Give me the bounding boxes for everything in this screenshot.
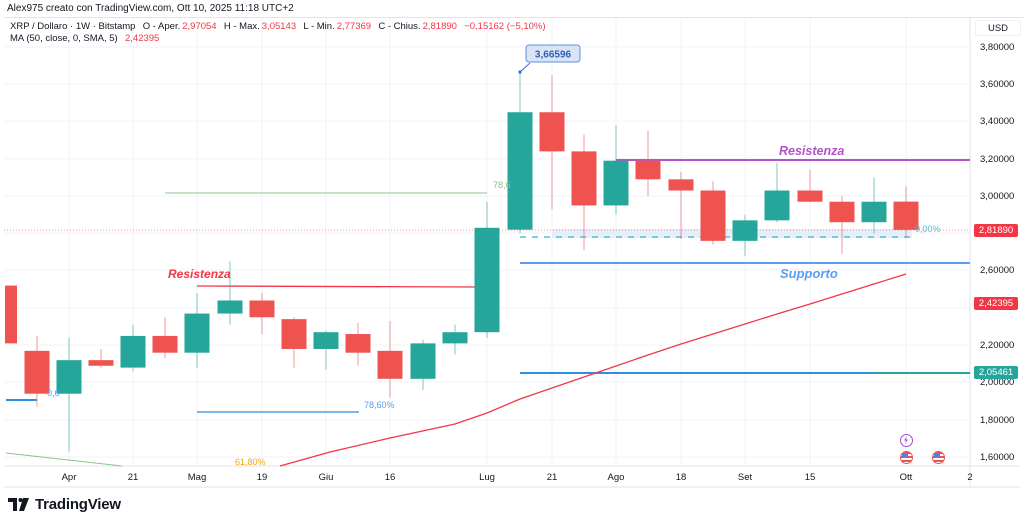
candle-body[interactable] [539, 112, 565, 152]
high-callout[interactable]: 3,66596 [518, 44, 581, 74]
candle-body[interactable] [345, 334, 371, 353]
svg-text:21: 21 [547, 472, 558, 483]
top-caption: Alex975 creato con TradingView.com, Ott … [7, 3, 294, 14]
fib-618-label: 61,80% [235, 457, 266, 467]
currency-label[interactable]: USD [975, 20, 1021, 36]
support-label: Supporto [780, 266, 838, 281]
resistance-left-label: Resistenza [168, 267, 231, 281]
candle-body[interactable] [700, 190, 726, 241]
high-callout-text: 3,66596 [535, 50, 572, 61]
us-flag-event-icon[interactable] [900, 451, 913, 464]
svg-text:2: 2 [967, 472, 972, 483]
svg-text:Ott: Ott [900, 472, 913, 483]
candle-body[interactable] [829, 201, 855, 223]
last-price-tag: 2,81890 [974, 224, 1018, 237]
candles [5, 71, 919, 452]
chart-legend: XRP / Dollaro · 1W · Bitstamp O - Aper. 2… [10, 21, 548, 45]
candle-body[interactable] [249, 300, 275, 318]
legend-ma-value: 2,42395 [125, 33, 160, 44]
candle-body[interactable] [5, 285, 17, 344]
svg-text:16: 16 [385, 472, 396, 483]
svg-text:1,80000: 1,80000 [980, 415, 1014, 426]
svg-text:2,00000: 2,00000 [980, 377, 1014, 388]
legend-open-label: O - Aper. [142, 21, 181, 32]
svg-text:1,60000: 1,60000 [980, 452, 1014, 463]
time-axis[interactable]: Apr 21 Mag 19 Giu 16 Lug 21 Ago 18 Set 1… [62, 472, 973, 483]
chart-frame [4, 17, 1024, 487]
svg-text:Lug: Lug [479, 472, 495, 483]
candle-body[interactable] [893, 201, 919, 230]
candle-body[interactable] [571, 151, 597, 206]
svg-text:Ago: Ago [608, 472, 625, 483]
legend-close-value: 2,81890 [422, 21, 457, 32]
resistance-right-label: Resistenza [779, 144, 844, 158]
legend-ma-label[interactable]: MA (50, close, 0, SMA, 5) [10, 33, 118, 44]
candle-body[interactable] [732, 220, 758, 241]
price-axis[interactable]: 3,80000 3,60000 3,40000 3,20000 3,00000 … [980, 42, 1014, 463]
candle-body[interactable] [120, 335, 146, 368]
candle-body[interactable] [668, 179, 694, 191]
svg-text:19: 19 [257, 472, 268, 483]
legend-open-value: 2,97054 [182, 21, 217, 32]
tradingview-logo[interactable]: TradingView [8, 496, 121, 513]
legend-high-value: 3,05143 [261, 21, 297, 32]
fib-786-upper-label: 78,6 [493, 180, 511, 190]
svg-text:3,20000: 3,20000 [980, 154, 1014, 165]
legend-ohlc-row: XRP / Dollaro · 1W · Bitstamp O - Aper. 2… [10, 21, 548, 33]
ma-price-tag: 2,42395 [974, 297, 1018, 310]
svg-text:15: 15 [805, 472, 816, 483]
legend-close-label: C - Chius. [378, 21, 421, 32]
legend-ma-row: MA (50, close, 0, SMA, 5) 2,42395 [10, 33, 548, 45]
tradingview-wordmark: TradingView [35, 496, 121, 513]
legend-high-label: H - Max. [223, 21, 260, 32]
candle-body[interactable] [474, 227, 500, 333]
svg-text:Set: Set [738, 472, 753, 483]
green-trend-line [5, 452, 123, 467]
candle-body[interactable] [24, 350, 50, 394]
svg-text:Giu: Giu [319, 472, 334, 483]
svg-text:2,60000: 2,60000 [980, 265, 1014, 276]
legend-change-value: −0,15162 (−5,10%) [464, 21, 546, 32]
svg-text:18: 18 [676, 472, 687, 483]
candle-body[interactable] [184, 313, 210, 353]
svg-text:21: 21 [128, 472, 139, 483]
lightning-event-icon[interactable] [900, 434, 913, 447]
candle-body[interactable] [861, 201, 887, 223]
candle-body[interactable] [88, 360, 114, 366]
svg-text:3,40000: 3,40000 [980, 116, 1014, 127]
candle-body[interactable] [313, 332, 339, 349]
svg-text:3,60000: 3,60000 [980, 79, 1014, 90]
support-price-tag: 2,05461 [974, 366, 1018, 379]
candle-body[interactable] [797, 190, 823, 202]
resistance-left-line [196, 285, 477, 288]
tradingview-logo-icon [8, 498, 29, 511]
consolidation-zone [552, 229, 912, 238]
candle-body[interactable] [377, 350, 403, 379]
us-flag-event-icon-2[interactable] [932, 451, 945, 464]
legend-low-label: L - Min. [303, 21, 335, 32]
candle-body[interactable] [217, 300, 243, 314]
candle-body[interactable] [635, 160, 661, 180]
fib-left-label: 0,6 [47, 388, 60, 398]
candle-body[interactable] [152, 335, 178, 353]
legend-low-value: 2,77369 [336, 21, 372, 32]
svg-text:3,00000: 3,00000 [980, 191, 1014, 202]
candle-body[interactable] [442, 332, 468, 344]
fib-786-lower-label: 78,60% [364, 400, 395, 410]
candle-body[interactable] [764, 190, 790, 221]
candle-body[interactable] [281, 319, 307, 349]
svg-text:Apr: Apr [62, 472, 77, 483]
candle-body[interactable] [507, 112, 533, 230]
candle-body[interactable] [603, 160, 629, 206]
ma-line [279, 273, 907, 467]
svg-text:2,20000: 2,20000 [980, 340, 1014, 351]
fib-0-label: 0,00% [915, 224, 941, 234]
candle-body[interactable] [410, 343, 436, 379]
svg-text:3,80000: 3,80000 [980, 42, 1014, 53]
svg-text:Mag: Mag [188, 472, 206, 483]
candle-body[interactable] [56, 360, 82, 394]
legend-symbol[interactable]: XRP / Dollaro · 1W · Bitstamp [10, 21, 136, 32]
